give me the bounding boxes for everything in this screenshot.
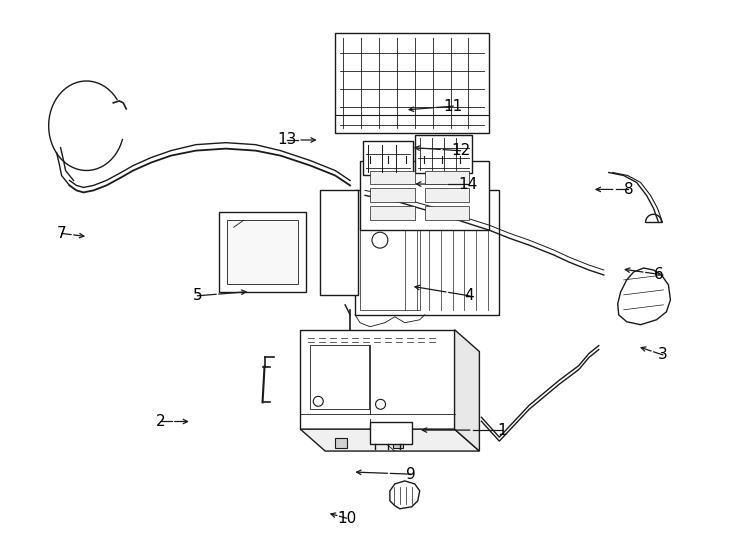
Text: 6: 6	[654, 267, 664, 282]
Text: 3: 3	[658, 347, 668, 362]
Bar	[370, 171, 415, 185]
Text: 8: 8	[624, 182, 633, 197]
Text: 1: 1	[497, 423, 507, 437]
Polygon shape	[335, 438, 346, 448]
Text: 13: 13	[277, 132, 297, 147]
Text: 5: 5	[193, 288, 203, 303]
Polygon shape	[300, 330, 454, 429]
Text: 12: 12	[451, 143, 470, 158]
Circle shape	[376, 400, 385, 409]
Bar	[360, 200, 420, 310]
Text: 7: 7	[57, 226, 67, 241]
Polygon shape	[300, 429, 479, 451]
Bar	[415, 134, 473, 172]
Bar	[425, 206, 470, 220]
Text: 11: 11	[443, 99, 463, 113]
Text: 4: 4	[465, 288, 474, 303]
Text: 14: 14	[458, 177, 477, 192]
Bar	[370, 206, 415, 220]
Text: 9: 9	[406, 467, 415, 482]
Polygon shape	[454, 330, 479, 451]
Bar	[355, 191, 499, 315]
Bar	[310, 345, 369, 409]
Circle shape	[313, 396, 323, 406]
Bar	[425, 171, 470, 185]
Bar	[425, 188, 470, 202]
Bar	[335, 33, 490, 133]
Circle shape	[372, 232, 388, 248]
Bar	[320, 191, 358, 295]
Bar	[360, 160, 490, 230]
Text: 10: 10	[337, 511, 356, 526]
Bar	[227, 220, 298, 284]
Text: 2: 2	[156, 414, 166, 429]
Polygon shape	[390, 481, 420, 509]
Bar	[370, 422, 412, 444]
Bar	[363, 140, 413, 176]
Polygon shape	[618, 268, 670, 325]
Polygon shape	[393, 438, 402, 448]
Bar	[370, 188, 415, 202]
Bar	[219, 212, 306, 292]
